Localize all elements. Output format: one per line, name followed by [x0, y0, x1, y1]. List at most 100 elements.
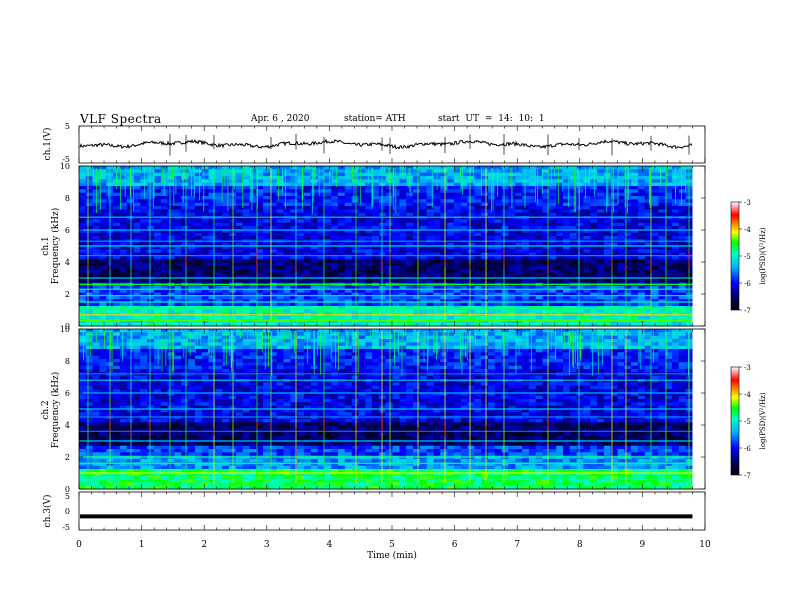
spectrogram-cell: [624, 252, 632, 257]
spectrogram-cell: [413, 256, 421, 260]
spectrogram-cell: [119, 229, 128, 234]
spectrogram-cell: [208, 206, 216, 210]
spectrogram-cell: [488, 302, 496, 307]
spectrogram-cell: [256, 236, 264, 240]
spectrogram-cell: [351, 316, 360, 320]
spectrogram-cell: [140, 216, 148, 220]
spectrogram-cell: [460, 219, 469, 224]
spectrogram-cell: [358, 232, 366, 237]
spectrogram-cell: [297, 232, 305, 237]
spectrogram-cell: [569, 249, 578, 254]
spectrogram-cell: [665, 296, 673, 300]
spectrogram-cell: [460, 192, 469, 197]
spectrogram-cell: [433, 279, 441, 284]
spectrogram-cell: [188, 199, 196, 204]
spectrogram-cell: [576, 226, 584, 230]
spectrogram-cell: [542, 296, 550, 300]
spectrogram-cell: [556, 232, 564, 237]
spectrogram-cell: [481, 166, 489, 170]
spectrogram-cell: [201, 332, 210, 337]
spectrogram-cell: [338, 186, 346, 190]
spectrogram-cell: [501, 259, 509, 264]
spectrogram-cell: [133, 219, 141, 224]
spectrogram-cell: [324, 322, 332, 327]
spectrogram-cell: [603, 309, 612, 314]
spectrogram-cell: [413, 222, 421, 227]
spectrogram-cell: [658, 342, 666, 347]
spectrogram-cell: [201, 212, 210, 217]
spectrogram-cell: [426, 335, 434, 340]
spectrogram-cell: [283, 209, 291, 214]
spectrogram-cell: [672, 212, 680, 217]
spectrogram-cell: [419, 309, 428, 314]
spectrogram-cell: [474, 242, 482, 247]
spectrogram-cell: [290, 186, 298, 190]
spectrogram-cell: [494, 289, 503, 294]
spectrogram-cell: [215, 232, 223, 237]
spectrogram-cell: [331, 292, 339, 297]
spectrogram-cell: [79, 192, 87, 197]
spectrogram-cell: [365, 199, 373, 204]
spectrogram-cell: [92, 259, 100, 264]
spectrogram-cell: [119, 256, 128, 260]
spectrogram-cell: [351, 296, 360, 300]
spectrogram-cell: [181, 309, 189, 314]
spectrogram-cell: [283, 199, 291, 204]
spectrogram-cell: [242, 316, 250, 320]
spectrogram-cell: [603, 216, 612, 220]
spectrogram-cell: [528, 242, 537, 247]
spectrogram-cell: [344, 309, 353, 314]
spectrogram-cell: [126, 332, 135, 337]
spectrogram-cell: [590, 229, 598, 234]
spectrogram-cell: [522, 186, 530, 190]
spectrogram-cell: [92, 179, 100, 184]
spectrogram-cell: [569, 216, 578, 220]
spectrogram-cell: [310, 279, 319, 284]
spectrogram-cell: [590, 206, 598, 210]
spectrogram-cell: [583, 262, 591, 267]
spectrogram-cell: [276, 216, 285, 220]
spectrogram-cell: [467, 256, 475, 260]
spectrogram-cell: [494, 286, 503, 290]
spectrogram-cell: [433, 292, 441, 297]
ch1-spectrogram-heatmap: [79, 166, 705, 327]
spectrogram-cell: [624, 266, 632, 270]
spectrogram-cell: [208, 289, 216, 294]
spectrogram-cell: [79, 339, 87, 343]
spectrogram-cell: [651, 236, 659, 240]
spectrogram-cell: [303, 196, 312, 200]
spectrogram-cell: [310, 299, 319, 304]
spectrogram-cell: [269, 302, 278, 307]
spectrogram-cell: [303, 292, 312, 297]
spectrogram-cell: [481, 186, 489, 190]
spectrogram-cell: [440, 279, 448, 284]
spectrogram-cell: [385, 252, 394, 257]
spectrogram-cell: [392, 249, 400, 254]
spectrogram-cell: [685, 166, 694, 170]
spectrogram-cell: [297, 222, 305, 227]
spectrogram-cell: [413, 292, 421, 297]
spectrogram-cell: [79, 172, 87, 177]
spectrogram-cell: [556, 269, 564, 274]
spectrogram-cell: [297, 169, 305, 174]
spectrogram-cell: [297, 249, 305, 254]
spectrogram-cell: [119, 339, 128, 343]
spectrogram-cell: [515, 199, 523, 204]
spectrogram-cell: [453, 296, 462, 300]
spectrogram-cell: [385, 259, 394, 264]
spectrogram-cell: [310, 246, 319, 250]
spectrogram-cell: [276, 186, 285, 190]
spectrogram-cell: [644, 272, 653, 277]
spectrogram-cell: [249, 339, 257, 343]
spectrogram-cell: [269, 189, 278, 194]
spectrogram-cell: [235, 279, 244, 284]
spectrogram-cell: [453, 259, 462, 264]
spectrogram-cell: [160, 319, 169, 324]
spectrogram-cell: [365, 322, 373, 327]
spectrogram-cell: [501, 249, 509, 254]
spectrogram-cell: [535, 199, 544, 204]
spectrogram-cell: [488, 212, 496, 217]
spectrogram-cell: [644, 206, 653, 210]
spectrogram-cell: [331, 342, 339, 347]
spectrogram-cell: [494, 279, 503, 284]
